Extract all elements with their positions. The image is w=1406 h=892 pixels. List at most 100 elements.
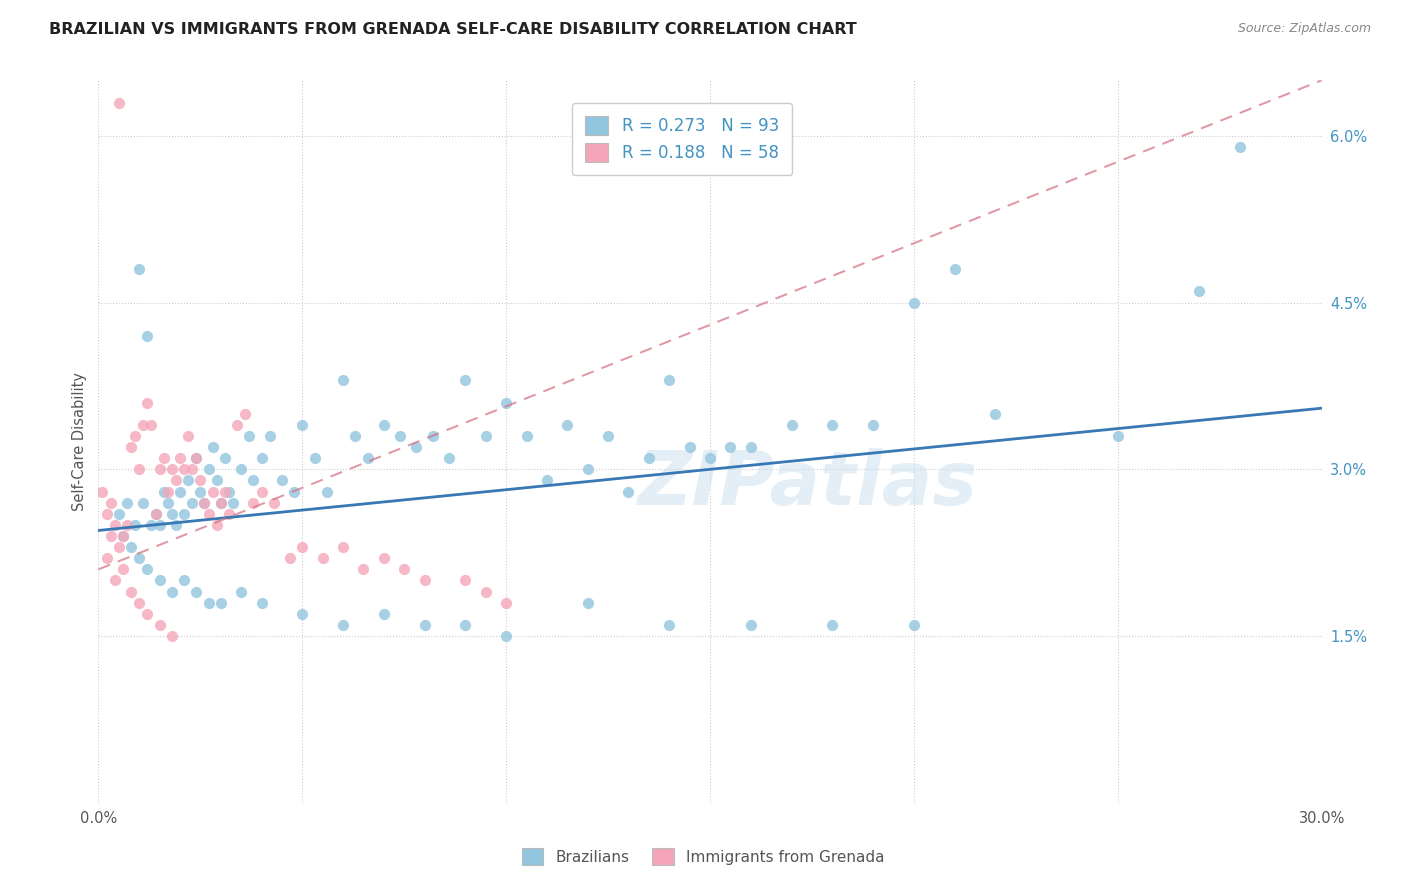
Point: [658, 373, 681, 387]
Point: [218, 507, 240, 521]
Point: [209, 496, 232, 510]
Point: [312, 551, 335, 566]
Legend: Brazilians, Immigrants from Grenada: Brazilians, Immigrants from Grenada: [516, 842, 890, 871]
Point: [214, 451, 236, 466]
Point: [278, 551, 301, 566]
Point: [250, 596, 273, 610]
Point: [149, 618, 172, 632]
Point: [132, 417, 155, 432]
Point: [231, 584, 253, 599]
Point: [617, 484, 640, 499]
Point: [152, 484, 174, 499]
Point: [111, 529, 134, 543]
Point: [173, 574, 195, 588]
Point: [132, 496, 155, 510]
Point: [413, 618, 436, 632]
Point: [474, 429, 498, 443]
Point: [780, 417, 803, 432]
Point: [413, 574, 436, 588]
Point: [250, 484, 273, 499]
Point: [270, 474, 294, 488]
Point: [173, 507, 195, 521]
Point: [821, 618, 844, 632]
Point: [186, 451, 208, 466]
Point: [145, 507, 167, 521]
Point: [111, 529, 134, 543]
Point: [108, 507, 131, 521]
Point: [128, 262, 150, 277]
Text: BRAZILIAN VS IMMIGRANTS FROM GRENADA SELF-CARE DISABILITY CORRELATION CHART: BRAZILIAN VS IMMIGRANTS FROM GRENADA SEL…: [49, 22, 858, 37]
Point: [259, 429, 281, 443]
Point: [1188, 285, 1211, 299]
Point: [495, 395, 517, 409]
Point: [160, 462, 183, 476]
Point: [291, 540, 314, 554]
Point: [392, 562, 416, 576]
Point: [373, 417, 395, 432]
Point: [136, 395, 159, 409]
Point: [454, 373, 477, 387]
Point: [181, 496, 204, 510]
Point: [576, 596, 599, 610]
Point: [160, 584, 183, 599]
Point: [205, 474, 228, 488]
Point: [188, 474, 212, 488]
Point: [169, 451, 191, 466]
Point: [177, 474, 200, 488]
Point: [231, 462, 253, 476]
Point: [437, 451, 460, 466]
Point: [108, 95, 131, 110]
Point: [156, 496, 179, 510]
Point: [226, 417, 249, 432]
Point: [679, 440, 702, 454]
Point: [149, 574, 172, 588]
Point: [576, 462, 599, 476]
Point: [177, 429, 200, 443]
Point: [943, 262, 966, 277]
Point: [165, 517, 187, 532]
Point: [197, 462, 219, 476]
Point: [821, 417, 844, 432]
Point: [1107, 429, 1129, 443]
Point: [128, 551, 150, 566]
Point: [128, 596, 150, 610]
Point: [188, 484, 212, 499]
Point: [373, 551, 395, 566]
Point: [181, 462, 204, 476]
Point: [149, 517, 172, 532]
Point: [209, 596, 232, 610]
Point: [598, 429, 620, 443]
Text: ZIPatlas: ZIPatlas: [638, 449, 979, 522]
Point: [165, 474, 187, 488]
Point: [100, 496, 122, 510]
Point: [474, 584, 498, 599]
Point: [903, 295, 925, 310]
Point: [740, 440, 762, 454]
Point: [201, 440, 224, 454]
Point: [141, 517, 163, 532]
Text: Source: ZipAtlas.com: Source: ZipAtlas.com: [1237, 22, 1371, 36]
Point: [214, 484, 236, 499]
Point: [242, 474, 264, 488]
Point: [160, 507, 183, 521]
Point: [108, 540, 131, 554]
Point: [100, 529, 122, 543]
Point: [205, 517, 228, 532]
Point: [111, 562, 134, 576]
Point: [152, 451, 174, 466]
Point: [104, 574, 127, 588]
Point: [136, 607, 159, 621]
Point: [291, 607, 314, 621]
Point: [332, 373, 354, 387]
Point: [233, 407, 256, 421]
Point: [193, 496, 215, 510]
Legend: R = 0.273   N = 93, R = 0.188   N = 58: R = 0.273 N = 93, R = 0.188 N = 58: [572, 103, 792, 176]
Point: [128, 462, 150, 476]
Point: [699, 451, 721, 466]
Point: [197, 507, 219, 521]
Point: [389, 429, 412, 443]
Point: [242, 496, 264, 510]
Point: [124, 517, 146, 532]
Point: [169, 484, 191, 499]
Point: [454, 574, 477, 588]
